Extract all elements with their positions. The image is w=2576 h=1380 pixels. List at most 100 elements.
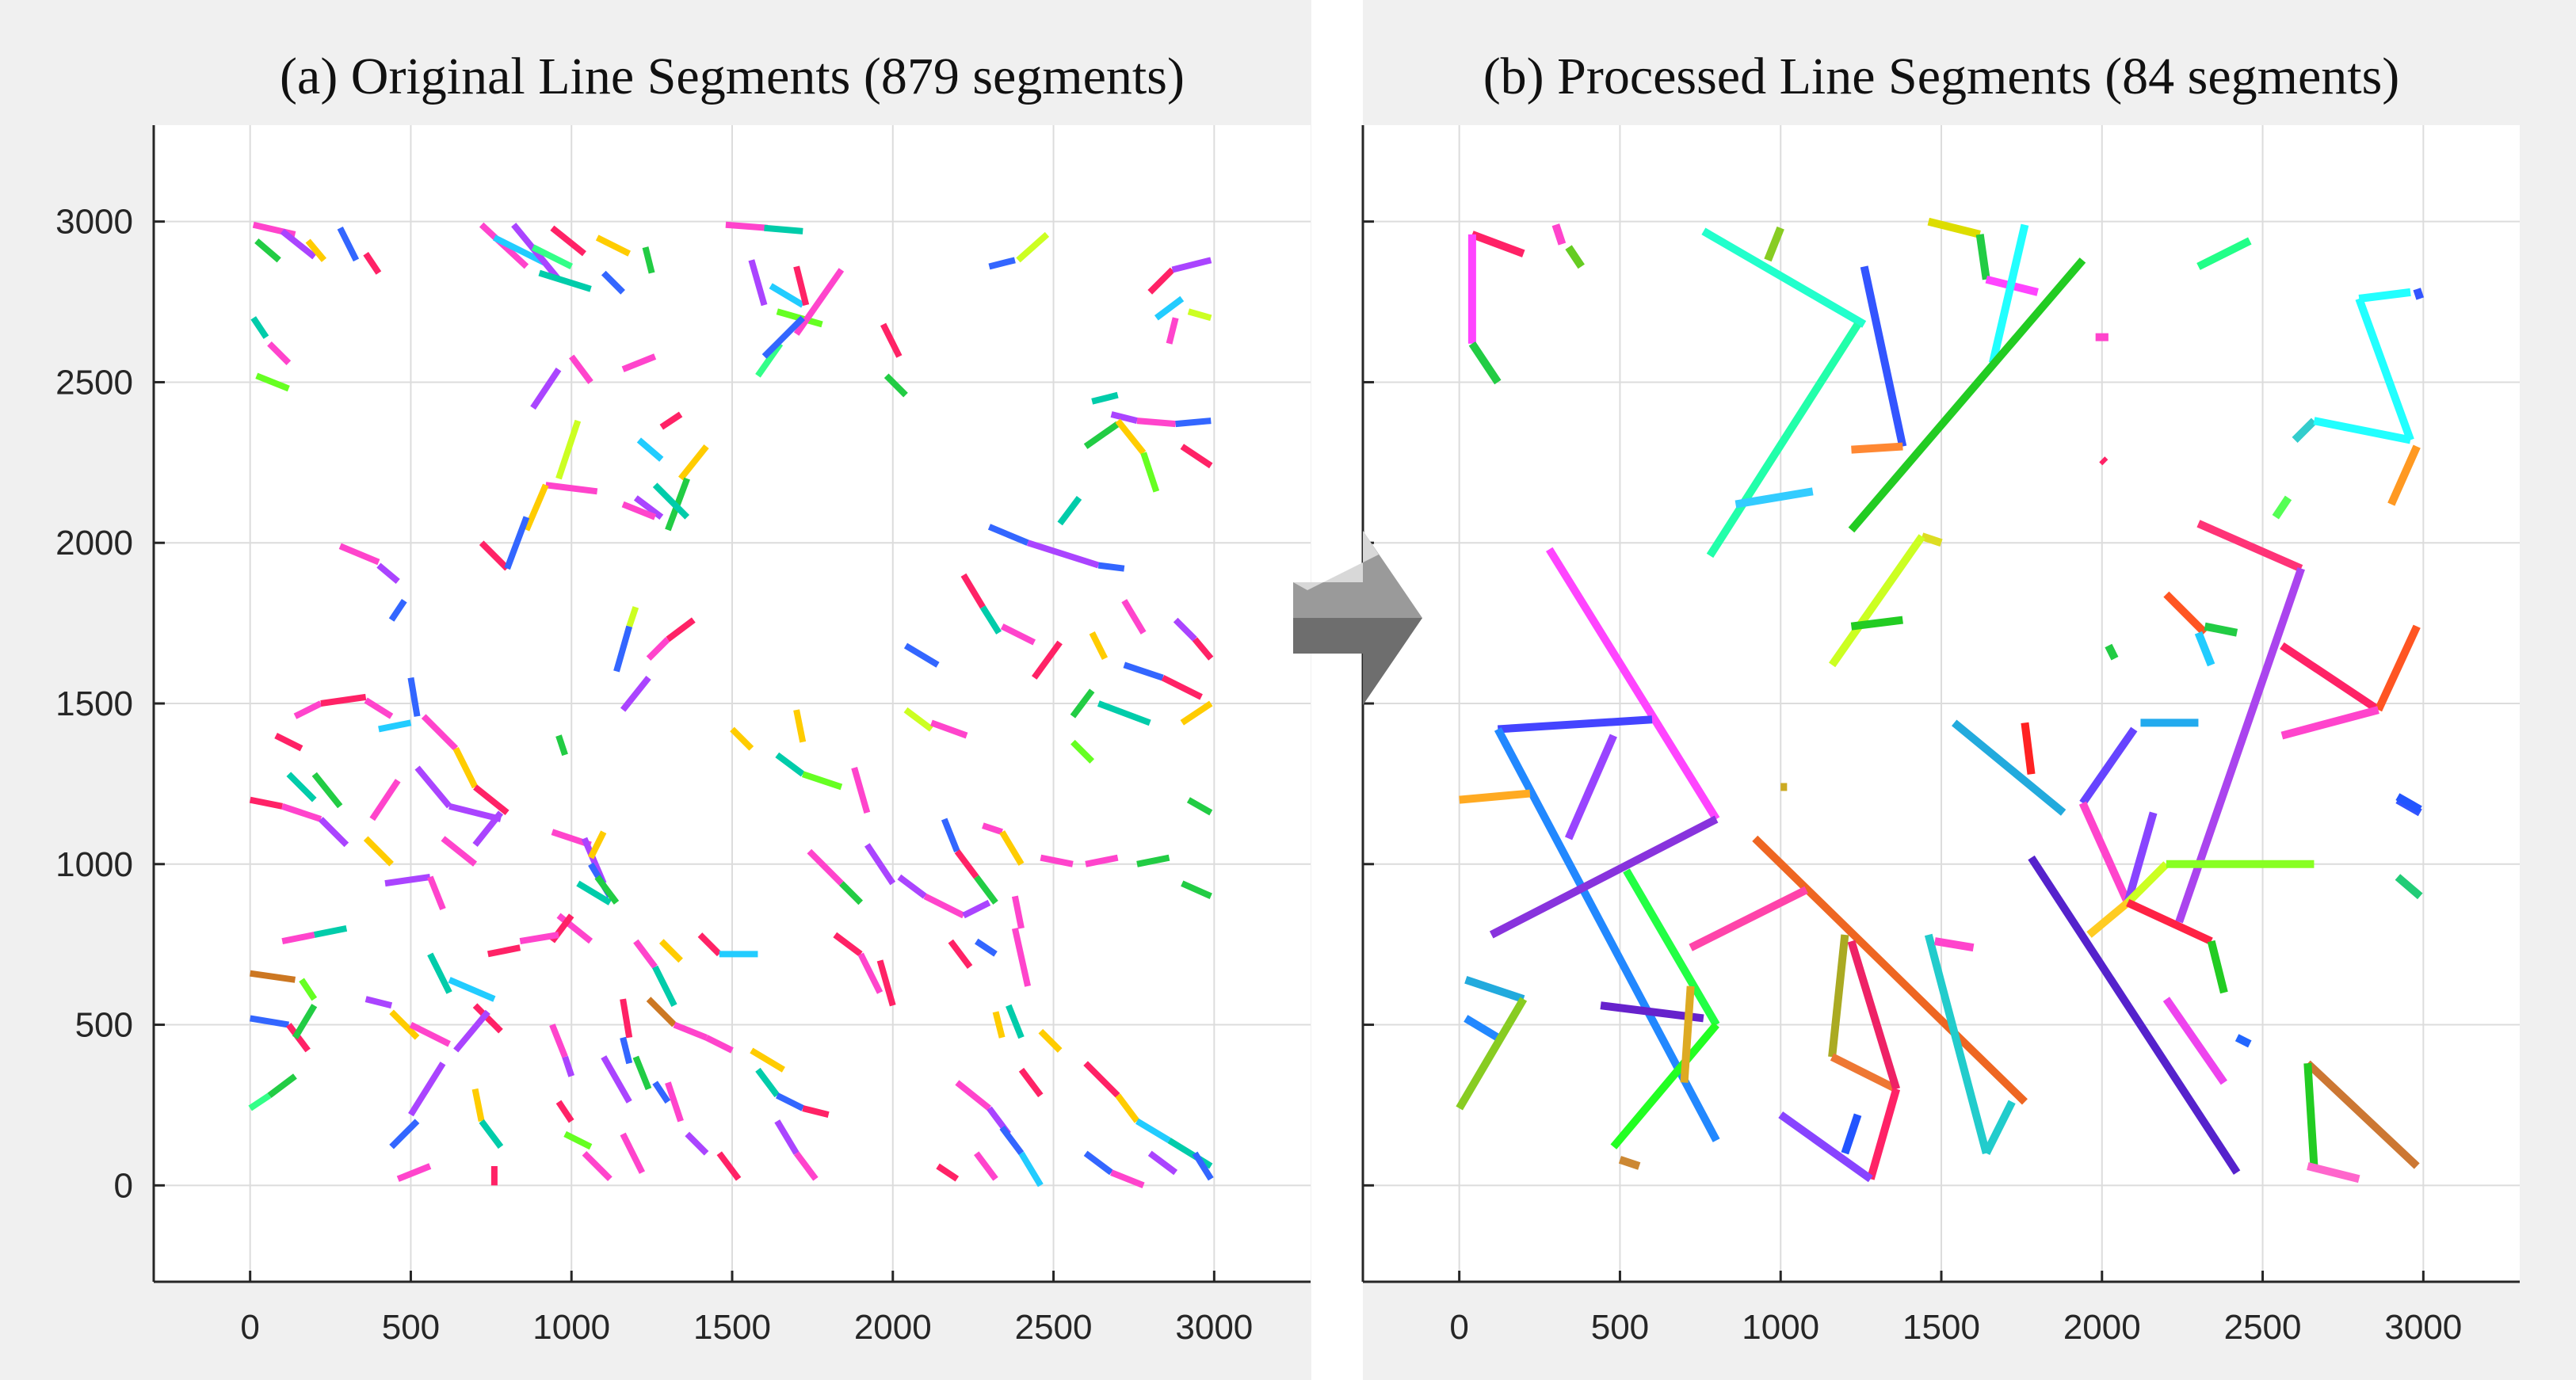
line-segment xyxy=(550,225,586,257)
line-segment xyxy=(313,924,348,938)
line-segment xyxy=(311,772,343,809)
line-segment xyxy=(620,676,651,712)
line-segment xyxy=(319,817,349,848)
line-segment xyxy=(979,605,1002,635)
line-segment xyxy=(1623,868,1720,1027)
panel-a-x-tick-labels: 0 500 1000 1500 2000 2500 3000 xyxy=(240,1308,1253,1347)
line-segment xyxy=(903,707,933,732)
line-segment xyxy=(376,562,400,584)
line-segment xyxy=(2079,726,2138,806)
x-tick-label: 0 xyxy=(240,1308,259,1347)
line-segment xyxy=(697,932,722,957)
line-segment xyxy=(421,714,459,751)
line-segment xyxy=(851,767,871,814)
line-segment xyxy=(761,315,806,359)
line-segment xyxy=(1927,217,1981,238)
line-segment xyxy=(941,818,960,853)
line-segment xyxy=(775,1092,805,1111)
y-tick-label: 1000 xyxy=(55,845,133,884)
panel-b-grid xyxy=(1363,125,2520,1282)
line-segment xyxy=(620,1132,646,1174)
line-segment xyxy=(409,1021,451,1047)
x-tick-label: 2500 xyxy=(1015,1308,1093,1347)
line-segment xyxy=(658,939,683,963)
y-tick-label: 2000 xyxy=(55,524,133,562)
line-segment xyxy=(833,932,863,957)
line-segment xyxy=(613,625,633,673)
line-segment xyxy=(249,796,284,810)
line-segment xyxy=(538,269,592,292)
line-segment xyxy=(807,848,844,886)
line-segment xyxy=(839,881,864,905)
line-segment xyxy=(2196,237,2252,270)
line-segment xyxy=(1551,223,1567,246)
line-segment xyxy=(1192,1151,1214,1181)
line-segment xyxy=(955,1080,991,1111)
line-segment xyxy=(1097,562,1125,572)
line-segment xyxy=(1464,1015,1500,1042)
line-segment xyxy=(2162,997,2227,1085)
line-segment xyxy=(530,368,562,410)
line-segment xyxy=(378,719,412,733)
panel-a-segments xyxy=(248,221,1214,1189)
line-segment xyxy=(594,875,620,905)
line-segment xyxy=(1735,487,1814,509)
line-segment xyxy=(1866,1088,1901,1180)
line-segment xyxy=(479,540,509,571)
line-segment xyxy=(1192,637,1214,661)
line-segment xyxy=(2196,520,2303,573)
line-segment xyxy=(292,1004,318,1039)
line-segment xyxy=(974,875,998,905)
arrow-shade xyxy=(1293,618,1422,705)
line-segment xyxy=(389,1119,420,1149)
line-segment xyxy=(556,913,593,944)
line-segment xyxy=(305,238,327,262)
line-segment xyxy=(601,1055,632,1104)
line-segment xyxy=(267,1073,297,1098)
line-segment xyxy=(427,952,452,994)
line-segment xyxy=(1186,797,1213,816)
line-segment xyxy=(2124,861,2170,905)
x-tick-label: 1000 xyxy=(532,1308,610,1347)
line-segment xyxy=(1135,1118,1171,1143)
line-segment xyxy=(274,732,303,752)
line-segment xyxy=(1829,534,1925,668)
line-segment xyxy=(2387,444,2421,506)
line-segment xyxy=(793,1151,819,1181)
line-segment xyxy=(1083,421,1120,449)
line-segment xyxy=(864,843,896,886)
line-segment xyxy=(286,772,317,802)
line-segment xyxy=(1459,789,1531,804)
line-segment xyxy=(2078,801,2131,905)
line-segment xyxy=(487,944,521,958)
line-segment xyxy=(2021,722,2036,775)
panel-a-axes xyxy=(152,125,1311,1283)
line-segment xyxy=(2358,288,2411,303)
line-segment xyxy=(1011,928,1032,987)
line-segment xyxy=(1083,1061,1120,1098)
line-segment xyxy=(626,606,639,627)
line-segment xyxy=(974,1151,998,1181)
line-segment xyxy=(652,1081,671,1104)
line-segment xyxy=(337,226,360,262)
panel-a-title: (a) Original Line Segments (879 segments… xyxy=(280,48,1185,105)
line-segment xyxy=(1180,444,1213,469)
line-segment xyxy=(755,341,784,378)
x-tick-label: 500 xyxy=(382,1308,440,1347)
line-segment xyxy=(479,1119,504,1149)
line-segment xyxy=(364,996,393,1009)
y-tick-label: 0 xyxy=(114,1166,133,1205)
line-segment xyxy=(903,642,940,668)
line-segment xyxy=(876,959,896,1007)
line-segment xyxy=(576,880,612,905)
x-tick-label: 0 xyxy=(1449,1308,1468,1347)
line-segment xyxy=(1057,496,1082,526)
line-segment xyxy=(299,978,318,1001)
line-segment xyxy=(1018,1067,1044,1098)
line-segment xyxy=(775,752,805,777)
line-segment xyxy=(1464,976,1525,1003)
line-segment xyxy=(601,270,625,295)
line-segment xyxy=(1166,317,1179,345)
